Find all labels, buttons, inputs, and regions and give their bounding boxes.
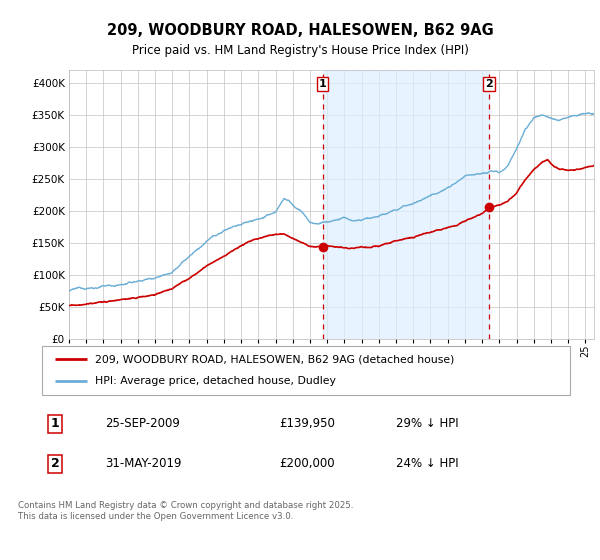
Text: 24% ↓ HPI: 24% ↓ HPI [396,458,458,470]
Text: 25-SEP-2009: 25-SEP-2009 [106,417,180,430]
Text: 31-MAY-2019: 31-MAY-2019 [106,458,182,470]
Text: 209, WOODBURY ROAD, HALESOWEN, B62 9AG: 209, WOODBURY ROAD, HALESOWEN, B62 9AG [107,24,493,38]
Text: £200,000: £200,000 [280,458,335,470]
Text: Contains HM Land Registry data © Crown copyright and database right 2025.
This d: Contains HM Land Registry data © Crown c… [18,501,353,521]
FancyBboxPatch shape [42,346,570,395]
Text: 2: 2 [485,80,493,90]
Bar [323,70,490,339]
Text: 2: 2 [51,458,59,470]
Text: £139,950: £139,950 [280,417,335,430]
Text: Price paid vs. HM Land Registry's House Price Index (HPI): Price paid vs. HM Land Registry's House … [131,44,469,57]
Text: HPI: Average price, detached house, Dudley: HPI: Average price, detached house, Dudl… [95,376,335,386]
Text: 209, WOODBURY ROAD, HALESOWEN, B62 9AG (detached house): 209, WOODBURY ROAD, HALESOWEN, B62 9AG (… [95,354,454,365]
Text: 1: 1 [51,417,59,430]
Text: 1: 1 [319,80,326,90]
Text: 29% ↓ HPI: 29% ↓ HPI [396,417,458,430]
